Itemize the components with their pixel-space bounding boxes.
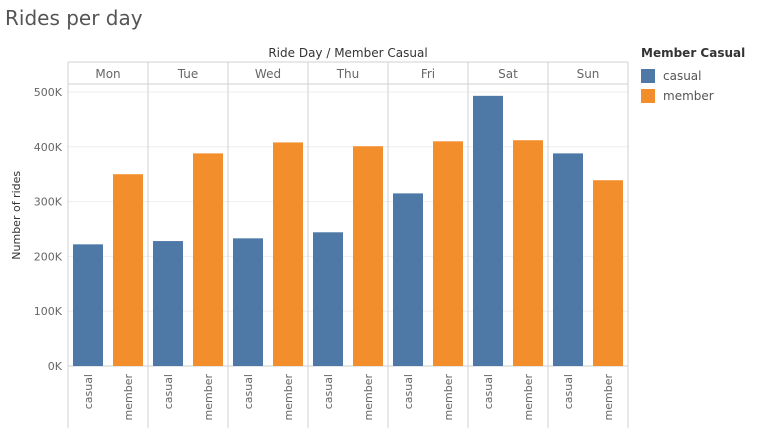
day-label-sun: Sun <box>577 67 600 81</box>
x-tick-label-casual: casual <box>242 374 255 409</box>
x-tick-label-member: member <box>282 374 295 421</box>
bar-chart: Ride Day / Member Casual 0K 100K 200K 300K 40… <box>10 46 629 428</box>
bar-sun-member <box>593 180 623 366</box>
day-label-mon: Mon <box>95 67 120 81</box>
bar-mon-member <box>113 174 143 366</box>
bar-thu-casual <box>313 232 343 366</box>
bar-sat-casual <box>473 95 503 366</box>
bar-tue-member <box>193 153 223 366</box>
x-tick-label-casual: casual <box>322 374 335 409</box>
y-tick-label: 100K <box>34 305 63 318</box>
legend-swatch-member <box>641 89 655 103</box>
x-tick-label-casual: casual <box>562 374 575 409</box>
x-tick-label-member: member <box>362 374 375 421</box>
bar-mon-casual <box>73 244 103 366</box>
bar-sat-member <box>513 140 543 366</box>
legend-swatch-casual <box>641 69 655 83</box>
bar-thu-member <box>353 146 383 366</box>
x-tick-label-member: member <box>602 374 615 421</box>
bar-sun-casual <box>553 153 583 366</box>
legend[interactable]: Member Casual casual member <box>641 46 745 106</box>
legend-label-member: member <box>663 89 714 103</box>
x-tick-label-casual: casual <box>162 374 175 409</box>
legend-item-member[interactable]: member <box>641 86 745 106</box>
bar-tue-casual <box>153 241 183 366</box>
bar-wed-member <box>273 142 303 366</box>
x-tick-label-member: member <box>202 374 215 421</box>
y-tick-label: 300K <box>34 196 63 209</box>
x-tick-label-casual: casual <box>482 374 495 409</box>
day-label-sat: Sat <box>498 67 518 81</box>
x-tick-label-member: member <box>442 374 455 421</box>
chart-title: Rides per day <box>5 6 143 30</box>
day-label-thu: Thu <box>336 67 360 81</box>
x-tick-label-member: member <box>522 374 535 421</box>
day-label-wed: Wed <box>255 67 281 81</box>
column-header-title: Ride Day / Member Casual <box>268 46 427 60</box>
x-tick-label-member: member <box>122 374 135 421</box>
y-tick-label: 400K <box>34 141 63 154</box>
legend-title: Member Casual <box>641 46 746 60</box>
y-tick-label: 0K <box>48 360 63 373</box>
y-tick-label: 200K <box>34 250 63 263</box>
x-tick-label-casual: casual <box>82 374 95 409</box>
y-tick-label: 500K <box>34 86 63 99</box>
day-label-fri: Fri <box>421 67 435 81</box>
x-tick-label-casual: casual <box>402 374 415 409</box>
legend-item-casual[interactable]: casual <box>641 66 745 86</box>
bar-fri-casual <box>393 193 423 366</box>
day-label-tue: Tue <box>177 67 199 81</box>
bar-wed-casual <box>233 238 263 366</box>
y-axis-title: Number of rides <box>10 171 23 260</box>
legend-label-casual: casual <box>663 69 702 83</box>
bar-fri-member <box>433 141 463 366</box>
